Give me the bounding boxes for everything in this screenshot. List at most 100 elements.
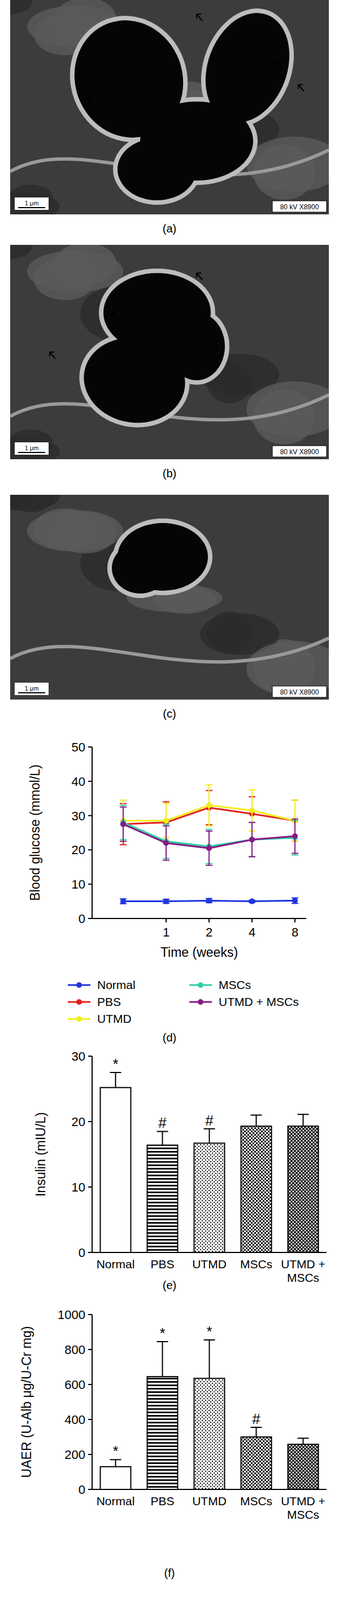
caption: 80 kV X8900: [280, 203, 320, 212]
scale-bar-label: 1 μm: [24, 685, 39, 693]
point: [163, 900, 169, 906]
point: [163, 819, 169, 825]
arrow: [196, 14, 203, 21]
y-tick: [88, 1456, 93, 1458]
legend-label: PBS: [97, 996, 121, 1010]
y-tick-label: 30: [71, 810, 86, 825]
y-tick-label: 1000: [57, 1309, 86, 1324]
point: [120, 822, 126, 829]
y-tick-label: 0: [78, 1484, 86, 1499]
y-tick: [88, 816, 93, 818]
legend-label: UTMD: [97, 1013, 132, 1027]
plot-marks: [100, 1341, 319, 1492]
micrograph: 1 μm 80 kV X8900: [0, 0, 339, 221]
chart: 02004006008001000UAER (U-Alb μg/U-Cr mg)…: [19, 1309, 327, 1582]
x-tick-label: UTMD: [192, 1259, 227, 1273]
y-tick-label: 0: [78, 1247, 86, 1262]
error-bar: [110, 1074, 122, 1090]
y-tick-label: 600: [64, 1379, 86, 1394]
significance-mark: *: [112, 1444, 119, 1462]
y-tick: [88, 1491, 93, 1493]
arrow: [111, 313, 118, 320]
caption: 80 kV X8900: [280, 448, 320, 457]
y-tick: [88, 1057, 93, 1059]
error-bar: [250, 1429, 263, 1440]
label-line: UTMD +: [280, 1496, 326, 1510]
micrograph-content: [10, 0, 329, 215]
x-tick: [294, 919, 296, 924]
x-tick-label: 2: [205, 926, 213, 941]
x-tick-label: PBS: [150, 1259, 175, 1273]
y-tick-label: 10: [71, 878, 86, 893]
caption-box: [272, 446, 327, 458]
x-tick-label: MSCs: [240, 1259, 273, 1273]
error-bar: [297, 1115, 310, 1128]
micrograph-content: [10, 495, 329, 701]
error-bar: [162, 827, 170, 862]
x-tick-label: UTMD +MSCs: [280, 1496, 326, 1524]
x-tick-label: 4: [248, 926, 256, 941]
micrograph-content: [10, 245, 329, 460]
arrow: [298, 84, 304, 92]
point: [249, 900, 255, 906]
tissue: [54, 245, 117, 285]
y-tick: [88, 1350, 93, 1353]
x-axis: [92, 919, 307, 921]
arrow: [179, 279, 186, 286]
panel-label: (f): [164, 1569, 176, 1582]
bar: [288, 1127, 319, 1255]
x-tick-label: PBS: [150, 1496, 175, 1510]
legend-marker: [197, 983, 204, 990]
label-line: UTMD +: [280, 1259, 326, 1273]
bar: [194, 1144, 225, 1255]
micrograph: 1 μm80 kV X8900: [0, 481, 339, 701]
y-tick-label: 800: [64, 1344, 86, 1359]
error-bar: [248, 823, 256, 859]
tissue: [246, 641, 329, 698]
legend-marker: [76, 1000, 82, 1007]
point: [292, 898, 298, 905]
red-blood-cell: [190, 1, 304, 135]
significance-mark: #: [158, 1115, 167, 1133]
y-axis: [91, 1316, 93, 1492]
scale-bar-box: [14, 683, 49, 697]
significance-mark: *: [159, 1326, 165, 1344]
caption-box: [272, 201, 327, 213]
error-bar: [119, 900, 127, 906]
micrograph: 1 μm80 kV X8900: [0, 231, 339, 467]
tissue: [10, 0, 33, 15]
tissue: [10, 184, 54, 214]
legend-label: UTMD + MSCs: [218, 996, 299, 1010]
scale-bar-box: [14, 197, 49, 211]
chart: 0102030Insulin (mIU/L)*Normal#PBS#UTMDMS…: [33, 1050, 327, 1294]
point: [163, 841, 169, 847]
x-tick-label: Normal: [96, 1496, 136, 1510]
error-bar: [291, 820, 299, 855]
bar: [241, 1127, 272, 1255]
significance-mark: #: [205, 1113, 214, 1131]
error-bar: [205, 832, 213, 867]
arrow: [275, 62, 282, 69]
error-bar: [119, 804, 127, 846]
y-tick: [88, 1253, 93, 1255]
y-tick-label: 0: [78, 913, 86, 928]
scale-bar-label: 1 μm: [24, 200, 39, 207]
y-axis-title: UAER (U-Alb μg/U-Cr mg): [19, 1328, 34, 1481]
y-axis: [91, 748, 93, 920]
y-tick: [88, 1420, 93, 1423]
tissue: [10, 495, 54, 514]
label-line: MSCs: [287, 1510, 320, 1524]
bar: [100, 1469, 132, 1492]
y-tick: [88, 747, 93, 749]
y-tick: [88, 781, 93, 784]
error-bar: [119, 801, 127, 843]
x-tick-label: UTMD: [192, 1496, 227, 1510]
error-bar: [203, 1341, 216, 1381]
legend-marker: [76, 983, 82, 990]
error-bar: [250, 1116, 263, 1128]
panel-label: (c): [162, 708, 176, 721]
plot-marks: [100, 1074, 319, 1255]
point: [249, 837, 255, 844]
error-bar: [248, 823, 256, 859]
series-line: [123, 825, 295, 850]
